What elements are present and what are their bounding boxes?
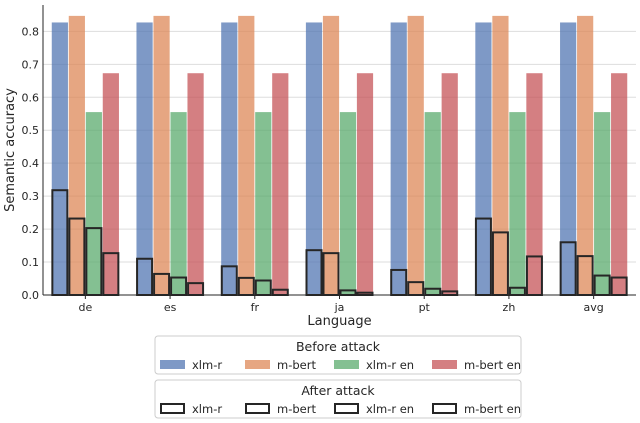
legend-swatch-xlm-r: [160, 360, 185, 369]
bar-before-xlm-r-en: [255, 112, 272, 296]
bar-before-xlm-r: [136, 22, 153, 295]
x-tick-label: es: [164, 301, 177, 314]
bar-before-xlm-r: [221, 22, 238, 295]
bar-before-m-bert: [68, 15, 85, 295]
x-tick-label: avg: [584, 301, 604, 314]
legend-label-xlm-r: xlm-r: [192, 358, 222, 372]
legend-after-attack: After attack xlm-r m-bert xlm-r en m-bert en: [154, 379, 522, 419]
y-tick-label: 0.0: [22, 289, 40, 302]
y-tick-label: 0.8: [22, 25, 40, 38]
x-tick-label: de: [78, 301, 92, 314]
gridlines: [43, 30, 636, 263]
y-axis: 0.0 0.1 0.2 0.3 0.4 0.5 0.6 0.7 0.8: [22, 25, 40, 302]
legend-swatch-xlm-r: [160, 403, 185, 414]
bar-before-m-bert: [153, 15, 170, 295]
legend-swatch-xlm-r-en: [334, 403, 359, 414]
bar-before-m-bert-en: [102, 73, 119, 295]
x-axis-label: Language: [307, 314, 371, 329]
bar-before-m-bert: [407, 15, 424, 295]
legend-label-m-bert: m-bert: [277, 358, 316, 372]
bar-before-xlm-r: [560, 22, 577, 295]
legend-label-xlm-r: xlm-r: [192, 402, 222, 416]
x-tick-label: pt: [419, 301, 431, 314]
bar-before-m-bert: [322, 15, 340, 295]
legend-label-m-bert-en: m-bert en: [464, 358, 521, 372]
bar-before-m-bert-en: [187, 73, 204, 295]
bar-before-m-bert-en: [611, 73, 628, 295]
bar-before-xlm-r-en: [170, 112, 187, 296]
legend-title: Before attack: [296, 339, 381, 354]
y-tick-label: 0.4: [22, 157, 40, 170]
y-tick-label: 0.3: [22, 190, 40, 203]
legend-swatch-m-bert: [245, 360, 270, 369]
legend-title: After attack: [301, 383, 375, 398]
bar-before-m-bert: [577, 15, 594, 295]
legend-label-m-bert: m-bert: [277, 402, 316, 416]
legend-swatch-m-bert-en: [432, 403, 457, 414]
x-tick-label: fr: [251, 301, 260, 314]
bar-before-m-bert-en: [356, 73, 374, 295]
bar-before-xlm-r: [390, 22, 407, 295]
bar-before-xlm-r-en: [594, 112, 611, 296]
bar-before-m-bert-en: [526, 73, 543, 295]
legend-swatch-m-bert-en: [432, 360, 457, 369]
y-axis-label: Semantic accuracy: [3, 88, 18, 212]
bar-before-xlm-r-en: [424, 112, 441, 296]
y-tick-label: 0.1: [22, 256, 40, 269]
legend-swatch-xlm-r-en: [334, 360, 359, 369]
bar-before-xlm-r: [475, 22, 492, 295]
bars-before-attack: [51, 15, 628, 296]
bar-before-xlm-r-en: [85, 112, 102, 296]
bar-before-m-bert-en: [441, 73, 458, 295]
legend-label-xlm-r-en: xlm-r en: [366, 358, 414, 372]
bar-before-xlm-r: [51, 22, 68, 295]
legend-label-xlm-r-en: xlm-r en: [366, 402, 414, 416]
bar-before-xlm-r: [305, 22, 323, 295]
y-tick-label: 0.6: [22, 91, 40, 104]
x-tick-label: zh: [503, 301, 516, 314]
bar-before-xlm-r-en: [339, 112, 357, 296]
bar-before-xlm-r-en: [509, 112, 526, 296]
x-axis: de es fr ja pt zh avg: [78, 295, 604, 314]
bar-before-m-bert-en: [272, 73, 289, 295]
y-tick-label: 0.5: [22, 124, 40, 137]
legend-before-attack: Before attack xlm-r m-bert xlm-r en m-bert e…: [154, 335, 522, 375]
x-tick-label: ja: [334, 301, 345, 314]
bar-before-m-bert: [238, 15, 255, 295]
y-tick-label: 0.7: [22, 58, 40, 71]
y-tick-label: 0.2: [22, 223, 40, 236]
bar-before-m-bert: [492, 15, 509, 295]
legend-swatch-m-bert: [245, 403, 270, 414]
legend-label-m-bert-en: m-bert en: [464, 402, 521, 416]
